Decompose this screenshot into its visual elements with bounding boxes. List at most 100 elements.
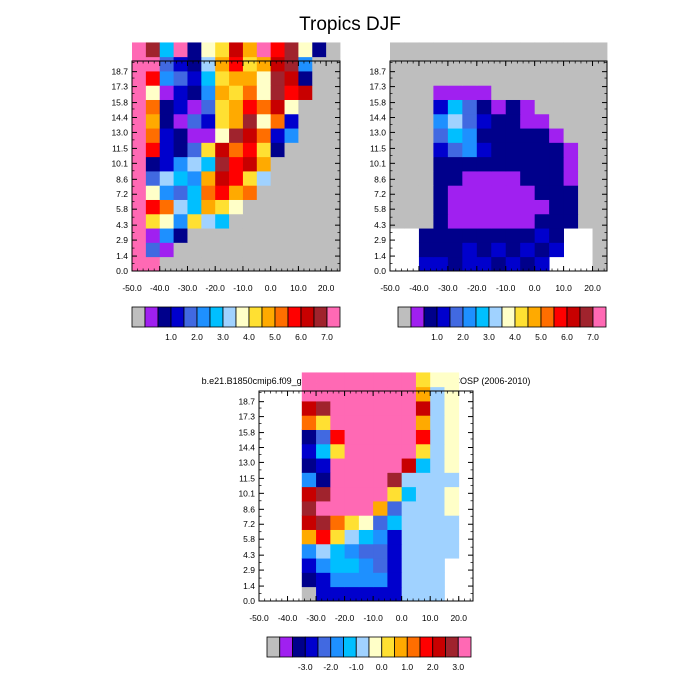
heatmap-cell [447,156,463,172]
heatmap-cell [312,99,327,115]
y-tick-label: 17.3 [238,412,255,422]
colorbar-box [266,636,281,658]
colorbar-box [419,636,434,658]
heatmap-cell [476,156,492,172]
heatmap-cell [201,56,216,72]
heatmap-cell [549,56,564,72]
heatmap-cell [270,85,285,100]
heatmap-cell [563,42,579,58]
heatmap-cell [358,429,374,445]
heatmap-cell [430,372,445,388]
heatmap-cell [491,99,507,115]
colorbar-label: 1.0 [401,662,413,672]
heatmap-cell [387,486,403,502]
heatmap-cell [491,256,507,272]
heatmap-cell [145,228,161,243]
heatmap-cell [229,85,244,100]
heatmap-cell [132,213,147,229]
heatmap-cell [491,113,507,129]
heatmap-cell [316,443,331,459]
heatmap-cell [242,128,258,143]
heatmap-cell [433,42,449,58]
heatmap-cell [159,99,174,115]
heatmap-cell [256,42,272,58]
heatmap-cell [387,558,403,573]
colorbar-box [287,306,302,328]
heatmap-cell [418,256,434,272]
heatmap-cell [301,415,317,430]
y-tick-label: 18.7 [238,397,255,407]
heatmap-cell [418,56,434,72]
heatmap-cell [201,113,216,129]
heatmap-cell [201,171,216,186]
heatmap-cell [298,171,313,186]
heatmap-cell [433,85,449,100]
heatmap-cell [476,128,492,143]
heatmap-cell [447,71,463,86]
heatmap-cell [215,199,230,215]
heatmap-cell [401,529,417,545]
x-tick-label: 10.0 [290,283,307,293]
heatmap-cell [592,185,608,200]
heatmap-cell [173,228,188,243]
heatmap-cell [592,85,608,100]
heatmap-cell [534,199,550,215]
heatmap-cell [520,171,536,186]
heatmap-cell [187,71,202,86]
heatmap-cell [430,543,445,559]
heatmap-cell [229,113,244,129]
heatmap-cell [312,85,327,100]
heatmap-cell [229,99,244,115]
heatmap-cell [462,113,478,129]
heatmap-cell [316,586,331,602]
heatmap-cell [132,99,147,115]
heatmap-cell [447,256,463,272]
heatmap-cell [430,458,445,473]
colorbar-label: -2.0 [323,662,338,672]
colorbar-label: 2.0 [191,332,203,342]
heatmap-cell [491,213,507,229]
heatmap-cell [298,113,313,129]
heatmap-cell [415,529,431,545]
heatmap-cell [344,529,360,545]
heatmap-cell [444,386,460,402]
heatmap-cell [404,71,420,86]
heatmap-cell [462,256,478,272]
heatmap-cell [298,99,313,115]
heatmap-cell [433,128,449,143]
y-tick-label: 13.0 [238,457,255,467]
heatmap-cell [344,415,360,430]
y-tick-label: 7.2 [116,189,128,199]
heatmap-cell [242,85,258,100]
heatmap-cell [312,256,327,272]
heatmap-cell [326,213,341,229]
heatmap-cell [390,56,405,72]
colorbar-box [488,306,503,328]
heatmap-cell [505,56,521,72]
heatmap-cell [330,515,345,530]
heatmap-cell [592,242,608,258]
heatmap-cell [284,142,299,158]
heatmap-cell [418,199,434,215]
heatmap-cell [444,443,460,459]
heatmap-cell [201,99,216,115]
heatmap-cell [316,486,331,502]
y-tick-label: 14.4 [369,112,386,122]
y-tick-label: 5.8 [374,204,386,214]
colorbar-box [381,636,395,658]
heatmap-cell [549,99,564,115]
heatmap-cell [173,113,188,129]
heatmap-cell [430,501,445,516]
heatmap-cell [358,415,374,430]
heatmap-cell [491,56,507,72]
heatmap-cell [404,99,420,115]
heatmap-cell [549,171,564,186]
heatmap-cell [447,128,463,143]
heatmap-cell [390,99,405,115]
heatmap-cell [159,42,174,58]
heatmap-cell [132,42,147,58]
heatmap-cell [534,185,550,200]
heatmap-cell [284,171,299,186]
heatmap-cell [401,486,417,502]
heatmap-cell [229,228,244,243]
